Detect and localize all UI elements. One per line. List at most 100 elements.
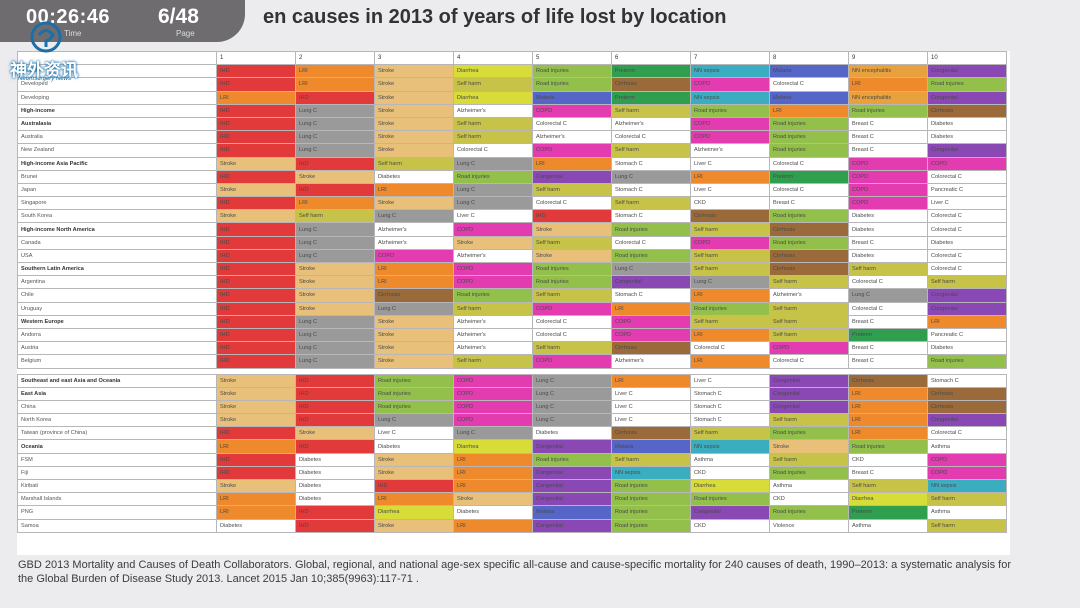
cause-cell: Stroke: [295, 288, 375, 303]
cause-cell: LRI: [532, 156, 612, 171]
cause-cell: Lung C: [295, 341, 375, 356]
cause-cell: COPD: [453, 275, 533, 290]
header-rank: 10: [927, 50, 1007, 66]
cause-cell: Cirrhosis: [374, 288, 454, 303]
cause-cell: Self harm: [532, 288, 612, 303]
cause-cell: IHD: [295, 386, 375, 401]
cause-cell: Lung C: [295, 314, 375, 329]
cause-cell: Self harm: [611, 452, 691, 467]
cause-cell: Self harm: [611, 103, 691, 118]
cause-cell: Stomach C: [611, 288, 691, 303]
location-name: South Korea: [17, 209, 217, 224]
cause-cell: Lung C: [532, 413, 612, 428]
cause-cell: Colorectal C: [532, 327, 612, 343]
cause-cell: Colorectal C: [769, 182, 849, 198]
cause-cell: Self harm: [611, 196, 691, 211]
table-row: Uruguay IHD Stroke Lung C Self harm COPD LRI Ro…: [17, 301, 1007, 316]
cause-cell: Lung C: [374, 301, 454, 316]
cause-cell: Self harm: [374, 156, 454, 171]
cause-cell: Colorectal C: [927, 248, 1007, 264]
location-name: East Asia: [17, 386, 217, 401]
table-row: PNG LRI IHD Diarrhea Diabetes Malaria Road inj…: [17, 505, 1007, 520]
cause-cell: Diabetes: [532, 426, 612, 441]
header-rank: 5: [532, 50, 612, 66]
cause-cell: Self harm: [453, 354, 533, 369]
cause-cell: Cirrhosis: [611, 341, 691, 356]
cause-cell: Congenital: [769, 373, 849, 388]
cause-cell: Colorectal C: [769, 77, 849, 92]
table-row: Southeast and east Asia and Oceania Strok…: [17, 373, 1007, 388]
cause-cell: Congenital: [927, 413, 1007, 428]
cause-cell: Congenital: [927, 64, 1007, 79]
cause-cell: Preterm: [848, 505, 928, 520]
cause-cell: Stroke: [374, 196, 454, 211]
table-row: Western Europe IHD Lung C Stroke Alzheimer's…: [17, 314, 1007, 329]
cause-cell: Congenital: [611, 275, 691, 290]
cause-cell: COPD: [453, 399, 533, 415]
cause-cell: Stroke: [374, 518, 454, 533]
cause-cell: Road injuries: [374, 373, 454, 388]
location-name: Western Europe: [17, 314, 217, 329]
cause-cell: Diarrhea: [848, 492, 928, 507]
cause-cell: COPD: [927, 452, 1007, 467]
cause-cell: Diabetes: [295, 452, 375, 467]
cause-cell: IHD: [216, 327, 296, 343]
cause-cell: Lung C: [532, 386, 612, 401]
cause-cell: LRI: [848, 77, 928, 92]
cause-cell: Road injuries: [927, 77, 1007, 92]
cause-cell: Stroke: [374, 130, 454, 145]
cause-cell: COPD: [927, 465, 1007, 481]
cause-cell: Road injuries: [611, 248, 691, 264]
table-row: High-income IHD Lung C Stroke Alzheimer's COP…: [17, 103, 1007, 118]
cause-cell: Stroke: [295, 169, 375, 184]
cause-cell: Stroke: [374, 314, 454, 329]
cause-cell: IHD: [216, 196, 296, 211]
cause-cell: COPD: [453, 261, 533, 277]
cause-cell: CKD: [690, 465, 770, 481]
location-name: Austria: [17, 341, 217, 356]
cause-cell: Lung C: [295, 103, 375, 118]
cause-cell: Self harm: [453, 116, 533, 132]
location-name: Japan: [17, 182, 217, 198]
cause-cell: Alzheimer's: [453, 341, 533, 356]
cause-cell: CKD: [690, 518, 770, 533]
cause-cell: LRI: [690, 327, 770, 343]
cause-cell: Stroke: [216, 209, 296, 224]
cause-cell: Diabetes: [295, 478, 375, 494]
cause-cell: LRI: [848, 413, 928, 428]
cause-cell: Alzheimer's: [611, 354, 691, 369]
location-name: Marshall Islands: [17, 492, 217, 507]
table-row: Andorra IHD Lung C Stroke Alzheimer's Colorec…: [17, 327, 1007, 343]
cause-cell: Violence: [769, 518, 849, 533]
cause-cell: COPD: [848, 169, 928, 184]
cause-cell: CKD: [690, 196, 770, 211]
table-row: Kiribati Stroke Diabetes IHD LRI Congenital Ro…: [17, 478, 1007, 494]
location-name: Argentina: [17, 275, 217, 290]
cause-cell: Colorectal C: [927, 209, 1007, 224]
cause-cell: IHD: [216, 169, 296, 184]
cause-cell: Stroke: [295, 275, 375, 290]
cause-cell: Colorectal C: [532, 196, 612, 211]
cause-cell: Liver C: [611, 386, 691, 401]
location-name: Kiribati: [17, 478, 217, 494]
cause-cell: Alzheimer's: [453, 103, 533, 118]
cause-cell: IHD: [295, 182, 375, 198]
cause-cell: Liver C: [690, 373, 770, 388]
cause-cell: LRI: [374, 492, 454, 507]
cause-cell: IHD: [216, 130, 296, 145]
cause-cell: Self harm: [769, 275, 849, 290]
cause-cell: Alzheimer's: [532, 130, 612, 145]
table-row: Belgium IHD Lung C Stroke Self harm COPD Alzhe…: [17, 354, 1007, 369]
cause-cell: COPD: [374, 248, 454, 264]
cause-cell: LRI: [295, 64, 375, 79]
cause-cell: Congenital: [927, 143, 1007, 158]
cause-cell: LRI: [848, 426, 928, 441]
cause-cell: Stroke: [374, 341, 454, 356]
page-caption: Page: [176, 29, 195, 38]
location-name: FSM: [17, 452, 217, 467]
header-rank: 3: [374, 50, 454, 66]
cause-cell: Cirrhosis: [927, 386, 1007, 401]
cause-cell: Liver C: [927, 196, 1007, 211]
cause-cell: COPD: [848, 196, 928, 211]
